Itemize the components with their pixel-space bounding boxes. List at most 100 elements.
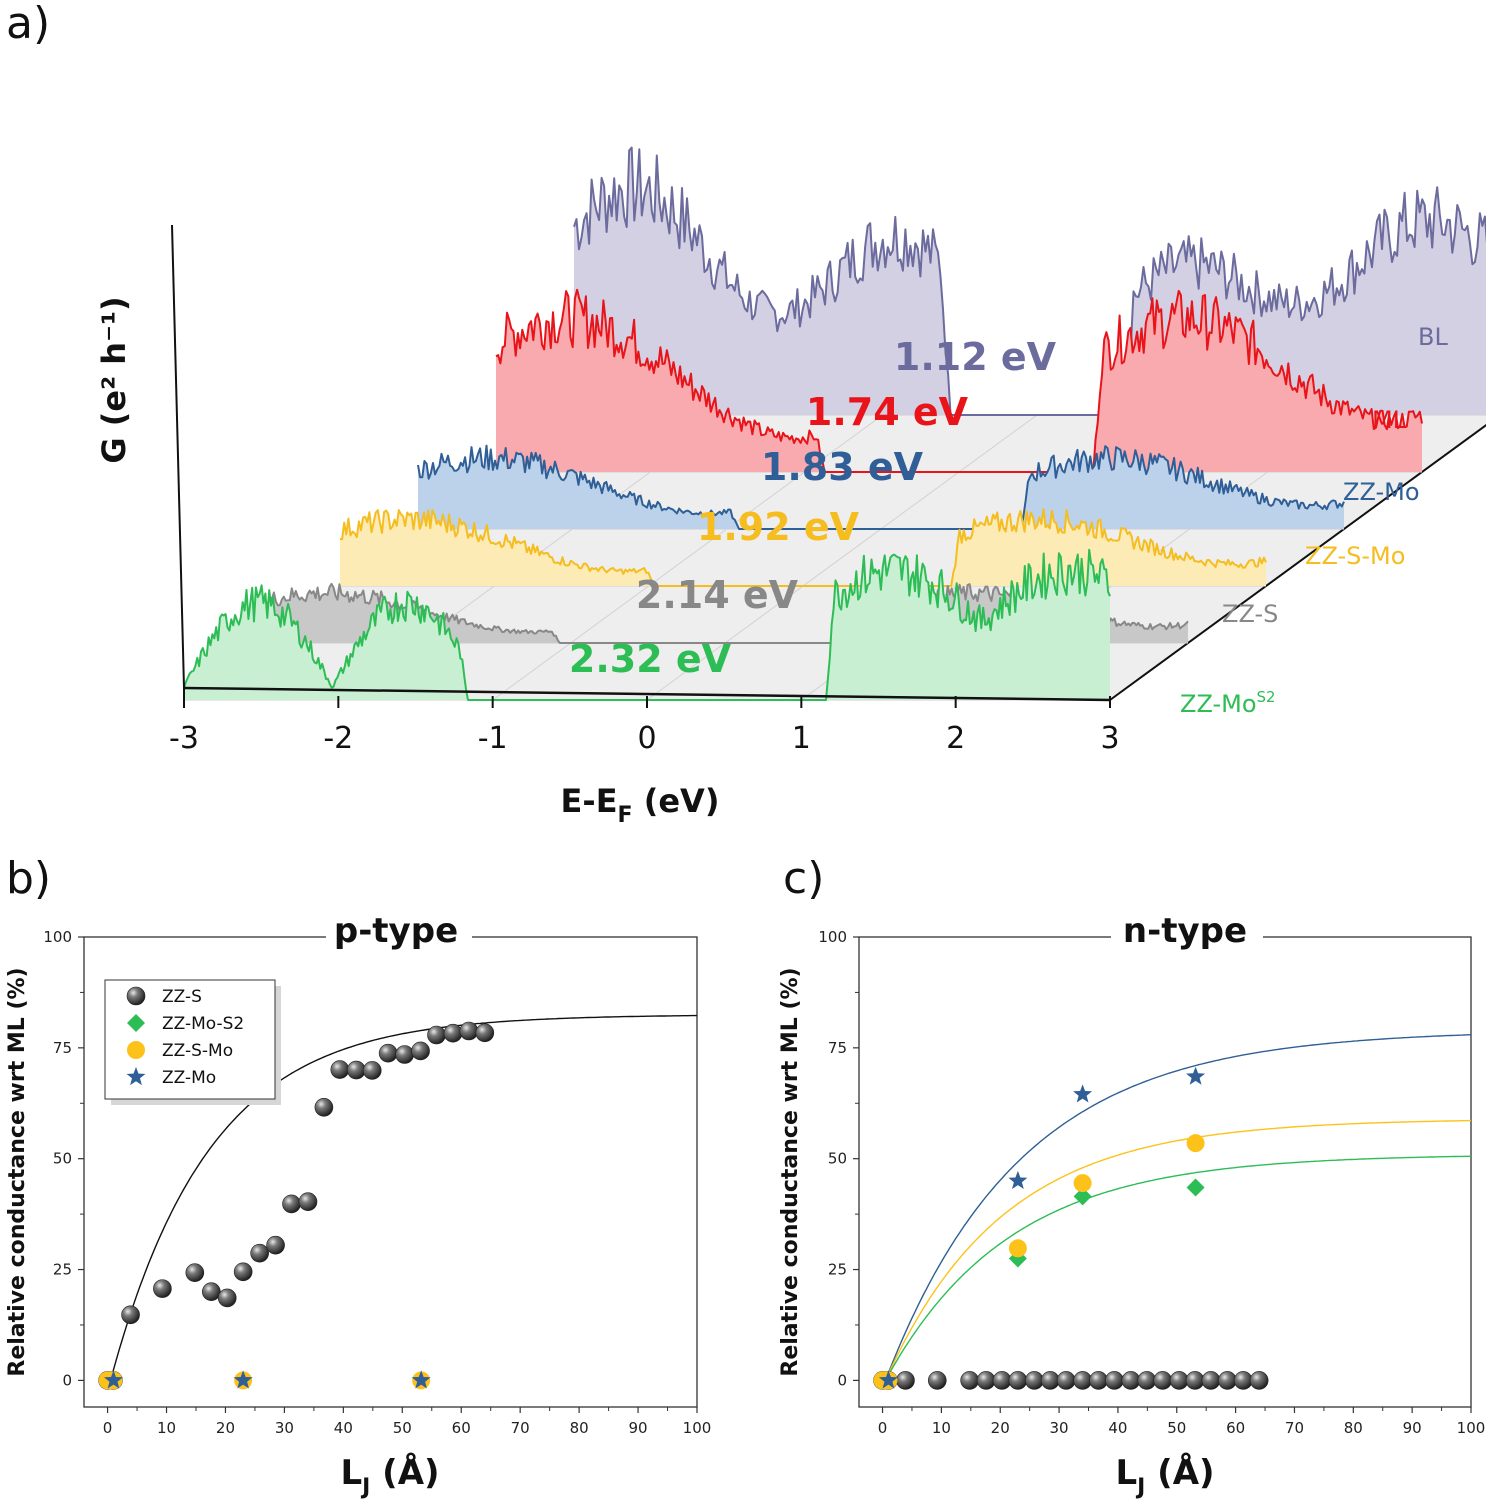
p-type-ticks: 0 10 20 30 40 50 60 70 80 90 100 0 25 50 75 100 — [43, 928, 711, 1437]
n-type-ticks: 0 10 20 30 40 50 60 70 80 90 100 0 25 50 75 100 — [818, 928, 1485, 1437]
p-type-x-label-sub: J — [360, 1475, 370, 1500]
x-label-main: E-E — [561, 782, 618, 820]
sphere-marker — [202, 1282, 221, 1302]
series-name-text: ZZ-S — [1222, 600, 1278, 628]
band-gap-label: 2.32 eV — [569, 637, 732, 681]
n-type-x-tick-label: 30 — [1050, 1419, 1069, 1437]
p-type-y-label: Relative conductance wrt ML (%) — [5, 967, 30, 1376]
sphere-marker — [1089, 1371, 1108, 1390]
waterfall-depth-axis — [1109, 423, 1486, 701]
p-type-series-points — [104, 1370, 431, 1389]
p-type-y-tick-label: 0 — [62, 1371, 72, 1389]
n-type-series-points — [873, 1178, 1205, 1390]
p-type-x-tick-label: 90 — [629, 1419, 648, 1437]
diamond-marker — [1073, 1187, 1092, 1206]
series-name-text: ML — [1372, 406, 1407, 434]
waterfall-series-area — [184, 549, 1110, 700]
n-type-x-tick-label: 70 — [1285, 1419, 1304, 1437]
p-type-legend: ZZ-S ZZ-Mo-S2 ZZ-S-Mo ZZ-Mo — [104, 979, 281, 1105]
sphere-marker — [233, 1262, 253, 1282]
legend-entry-label: ZZ-S — [162, 987, 202, 1007]
series-name-text: ZZ-S-Mo — [1305, 542, 1405, 570]
sphere-marker — [1185, 1371, 1205, 1390]
star-marker — [1008, 1170, 1028, 1189]
n-type-fit-curve — [884, 1119, 1471, 1381]
sphere-marker — [1056, 1371, 1076, 1390]
p-type-y-tick-label: 25 — [53, 1261, 72, 1279]
circle-marker — [1186, 1134, 1205, 1153]
sphere-marker — [1201, 1371, 1221, 1390]
waterfall-axes: -3 -2 -1 0 1 2 3 — [169, 224, 1120, 756]
waterfall-x-label: E-EF (eV) — [561, 782, 720, 828]
series-name-label: ZZ-MoS2 — [1180, 688, 1276, 718]
sphere-marker — [250, 1243, 269, 1263]
n-type-x-label-sub: J — [1135, 1475, 1145, 1500]
p-type-series-points — [98, 1371, 431, 1390]
p-type-x-tick-label: 50 — [393, 1419, 412, 1437]
sphere-marker — [1218, 1371, 1237, 1390]
circle-marker — [1008, 1239, 1027, 1258]
star-marker — [126, 1067, 146, 1086]
n-type-x-tick-label: 60 — [1226, 1419, 1245, 1437]
series-name-text: ZZ-Mo — [1180, 690, 1257, 718]
p-type-y-tick-label: 75 — [53, 1039, 72, 1057]
star-marker — [104, 1370, 123, 1389]
sphere-marker — [1025, 1371, 1044, 1390]
n-type-y-tick-label: 75 — [828, 1039, 847, 1057]
series-name-label: ZZ-S-Mo — [1305, 542, 1405, 570]
star-marker — [1186, 1066, 1206, 1085]
n-type-plot-frame — [858, 936, 1472, 1408]
n-type-x-label-unit: (Å) — [1145, 1452, 1214, 1493]
n-type-x-tick-label: 20 — [991, 1419, 1010, 1437]
sphere-marker — [378, 1043, 398, 1063]
p-type-points — [98, 1021, 495, 1390]
p-type-x-tick-label: 70 — [511, 1419, 530, 1437]
sphere-marker — [1073, 1371, 1092, 1390]
n-type-y-label: Relative conductance wrt ML (%) — [778, 967, 803, 1376]
n-type-x-tick-label: 100 — [1457, 1419, 1486, 1437]
p-type-fit-lines — [109, 1014, 697, 1381]
legend-entry-label: ZZ-S-Mo — [162, 1041, 233, 1061]
sphere-marker — [282, 1194, 301, 1214]
waterfall-y-axis — [171, 224, 185, 689]
sphere-marker — [475, 1023, 495, 1043]
band-gap-label: 1.83 eV — [761, 445, 924, 489]
sphere-marker — [992, 1371, 1012, 1390]
sphere-marker — [960, 1371, 979, 1390]
n-type-x-tick-label: 50 — [1167, 1419, 1186, 1437]
sphere-marker — [217, 1288, 237, 1308]
sphere-marker — [1008, 1371, 1028, 1390]
n-type-x-tick-label: 40 — [1108, 1419, 1127, 1437]
sphere-marker — [185, 1263, 205, 1282]
sphere-marker — [427, 1025, 446, 1045]
series-name-text: BL — [1418, 323, 1448, 351]
sphere-marker — [298, 1192, 318, 1212]
band-gap-label: 1.74 eV — [806, 390, 969, 434]
waterfall-series: 2.32 eV ZZ-MoS2 — [183, 548, 1276, 718]
p-type-title: p-type — [334, 911, 458, 951]
sphere-marker — [976, 1371, 996, 1390]
p-type-title-backdrop — [326, 920, 472, 956]
p-type-series-points — [98, 1371, 431, 1390]
sphere-marker — [121, 1305, 140, 1325]
band-gap-label: 1.92 eV — [697, 505, 860, 549]
panel-a-letter: a) — [6, 0, 50, 49]
sphere-marker — [1233, 1371, 1253, 1390]
p-type-x-tick-label: 40 — [334, 1419, 353, 1437]
sphere-marker — [362, 1061, 382, 1080]
n-type-x-tick-label: 10 — [932, 1419, 951, 1437]
n-type-points — [873, 1066, 1269, 1390]
p-type-x-label: LJ (Å) — [340, 1452, 439, 1500]
waterfall-series: 1.83 eV ZZ-Mo — [417, 444, 1420, 530]
circle-marker — [127, 1041, 145, 1059]
p-type-x-tick-label: 100 — [683, 1419, 712, 1437]
sphere-marker — [314, 1097, 334, 1117]
sphere-marker — [266, 1235, 285, 1255]
p-type-x-label-unit: (Å) — [370, 1452, 439, 1493]
n-type-x-label: LJ (Å) — [1115, 1452, 1214, 1500]
waterfall-y-label: G (e² h⁻¹) — [95, 296, 133, 463]
star-marker — [233, 1370, 253, 1389]
p-type-x-tick-label: 0 — [103, 1419, 113, 1437]
n-type-x-tick-label: 0 — [878, 1419, 888, 1437]
